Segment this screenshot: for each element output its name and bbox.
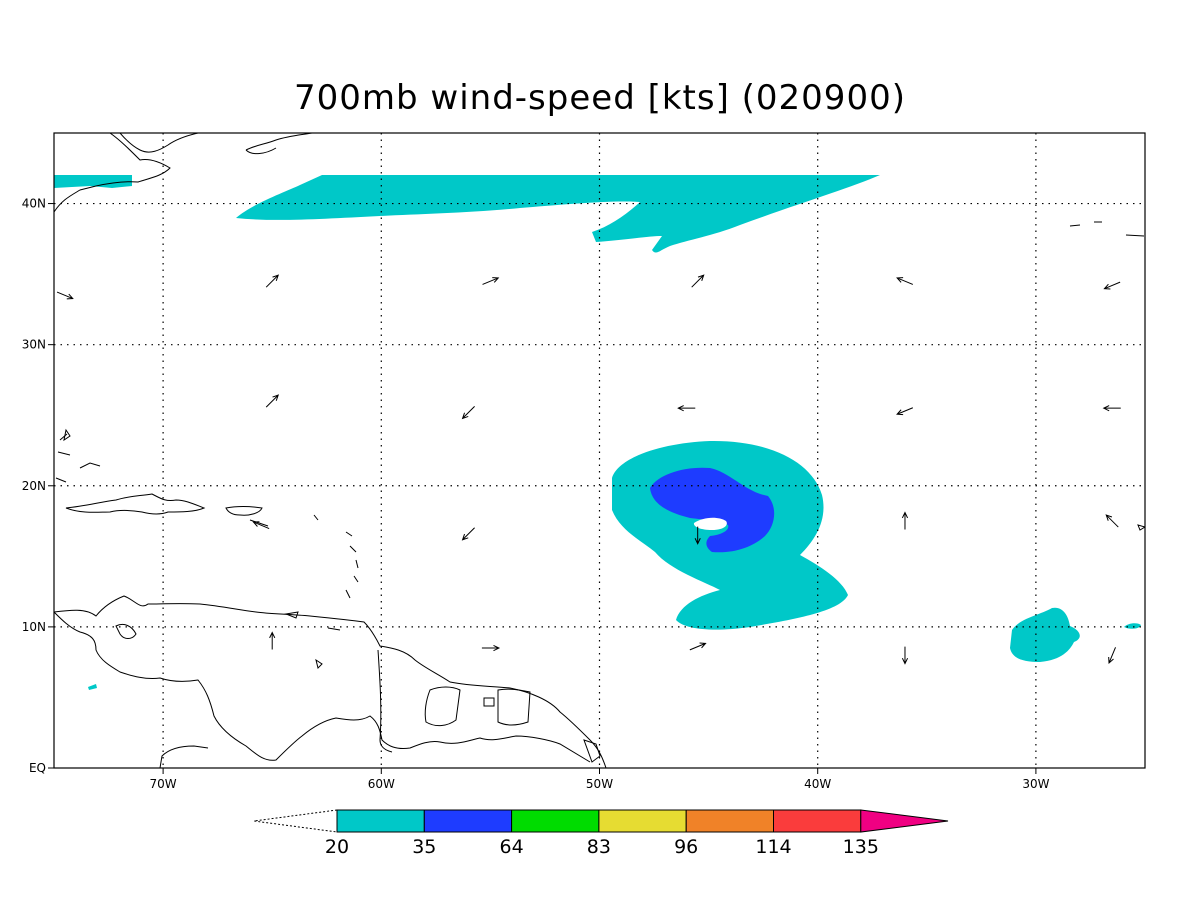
colorbar-low-triangle [253,809,338,833]
wind-vector-arrow [901,511,909,530]
wind-vector-arrow [896,407,914,416]
wind-vector-arrow [265,274,280,288]
wind-vector-arrow [694,526,701,545]
south-speck-20kt [88,684,97,690]
wind-vector-arrow [677,405,696,412]
wind-vector-arrow [1108,647,1116,665]
coastlines [54,133,1145,768]
wind-vector-arrow [1102,405,1121,412]
colorbar-swatch [336,809,425,833]
wind-vector-arrow [482,277,500,285]
lon-tick-label: 70W [150,777,177,791]
lon-tick-label: 30W [1022,777,1049,791]
lat-tick-label: 10N [22,620,46,634]
wind-vector-arrow [265,394,280,408]
lon-tick-label: 50W [586,777,613,791]
wind-vector-arrow [269,631,276,650]
jet-streak-20kt [236,175,880,253]
colorbar-label: 114 [755,836,791,858]
wind-vector-arrow [896,277,914,285]
colorbar-swatch [511,809,600,833]
colorbar-label: 96 [674,836,698,858]
longitude-ticks: 70W 60W 50W 40W 30W [150,768,1050,791]
wind-vector-arrow [1103,281,1121,290]
graticule [54,133,1145,768]
lon-tick-label: 40W [804,777,831,791]
east-blob-20kt [1010,607,1080,662]
wind-vector-arrow [481,644,501,652]
colorbar-label: 35 [412,836,436,858]
wind-vectors [56,274,1121,665]
wind-vector-arrow [691,274,705,288]
east-edge-20kt [1124,623,1141,629]
colorbar-label: 135 [843,836,879,858]
lat-tick-label: EQ [29,761,46,775]
colorbar: 20 35 64 83 96 114 135 [253,809,949,858]
wind-vector-arrow [56,291,74,300]
colorbar-label: 20 [325,836,349,858]
colorbar-swatch [423,809,513,833]
colorbar-swatch [773,809,862,833]
wind-vector-arrow [461,527,475,541]
wind-vector-arrow [1105,514,1119,528]
colorbar-swatch [685,809,775,833]
latitude-ticks: EQ 10N 20N 30N 40N [22,197,54,775]
lon-tick-label: 60W [368,777,395,791]
lat-tick-label: 20N [22,479,46,493]
cyclone-core-35kt [650,467,775,553]
cyclone-eye [693,517,727,530]
colorbar-swatch [598,809,687,833]
lat-tick-label: 30N [22,338,46,352]
colorbar-label: 64 [500,836,524,858]
wind-vector-arrow [689,642,707,651]
wind-vector-arrow [252,521,270,530]
lat-tick-label: 40N [22,197,46,211]
wind-vector-arrow [901,646,909,665]
map-title: 700mb wind-speed [kts] (020900) [294,78,906,118]
colorbar-high-triangle [860,809,949,833]
colorbar-label: 83 [587,836,611,858]
wind-vector-arrow [461,406,475,420]
nyc-shading-20kt [54,175,132,188]
